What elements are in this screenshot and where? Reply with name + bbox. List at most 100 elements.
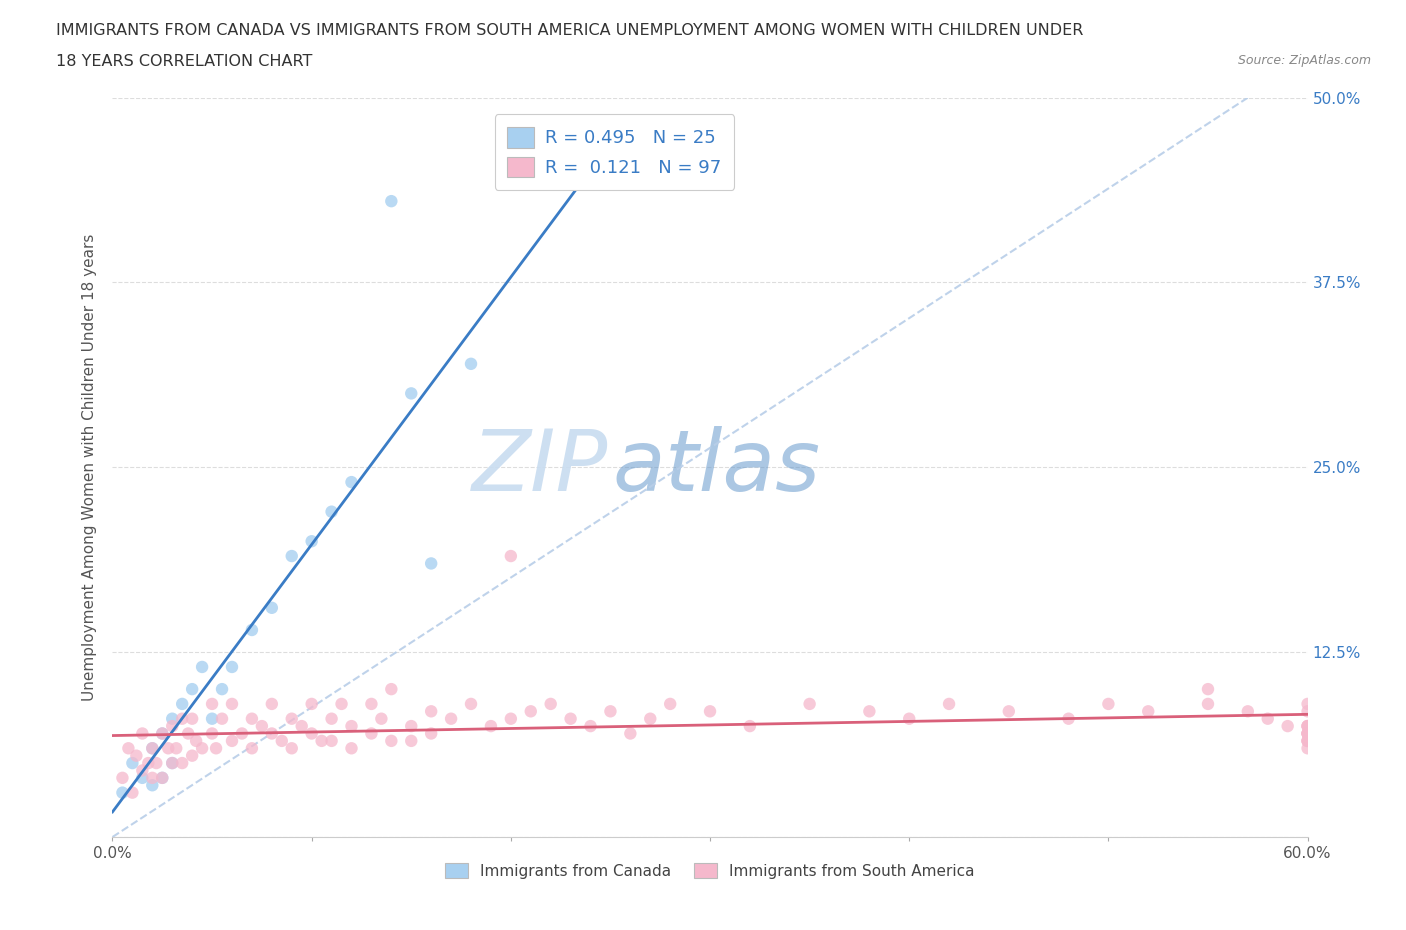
Text: Source: ZipAtlas.com: Source: ZipAtlas.com bbox=[1237, 54, 1371, 67]
Point bbox=[150, 726, 173, 741]
Point bbox=[162, 755, 183, 770]
Point bbox=[205, 741, 228, 756]
Y-axis label: Unemployment Among Women with Children Under 18 years: Unemployment Among Women with Children U… bbox=[82, 233, 97, 701]
Point bbox=[260, 697, 283, 711]
Point bbox=[301, 697, 323, 711]
Point bbox=[1296, 726, 1319, 741]
Point bbox=[181, 711, 204, 726]
Point bbox=[191, 741, 214, 756]
Point bbox=[360, 726, 382, 741]
Point bbox=[191, 659, 214, 674]
Point bbox=[998, 704, 1021, 719]
Point bbox=[499, 549, 522, 564]
Point bbox=[131, 763, 153, 777]
Point bbox=[858, 704, 880, 719]
Point bbox=[240, 622, 263, 637]
Point bbox=[380, 193, 402, 208]
Point bbox=[401, 734, 423, 749]
Point bbox=[1296, 741, 1319, 756]
Point bbox=[301, 534, 323, 549]
Point bbox=[162, 711, 183, 726]
Point bbox=[420, 704, 443, 719]
Point bbox=[125, 749, 148, 764]
Point bbox=[938, 697, 960, 711]
Point bbox=[1296, 734, 1319, 749]
Point bbox=[440, 711, 463, 726]
Point bbox=[141, 741, 163, 756]
Point bbox=[340, 719, 363, 734]
Point bbox=[330, 697, 353, 711]
Point bbox=[270, 734, 292, 749]
Point bbox=[291, 719, 314, 734]
Point bbox=[231, 726, 253, 741]
Point bbox=[150, 770, 173, 785]
Point bbox=[157, 741, 180, 756]
Point bbox=[699, 704, 721, 719]
Point bbox=[1197, 697, 1219, 711]
Point bbox=[240, 711, 263, 726]
Point bbox=[162, 755, 183, 770]
Point bbox=[111, 770, 134, 785]
Point bbox=[1197, 682, 1219, 697]
Point bbox=[380, 734, 402, 749]
Text: ZIP: ZIP bbox=[472, 426, 609, 509]
Point bbox=[898, 711, 921, 726]
Point bbox=[340, 474, 363, 489]
Point bbox=[117, 741, 139, 756]
Point bbox=[250, 719, 273, 734]
Point bbox=[1296, 697, 1319, 711]
Point bbox=[401, 386, 423, 401]
Point bbox=[540, 697, 562, 711]
Point bbox=[131, 726, 153, 741]
Point bbox=[281, 741, 304, 756]
Point bbox=[181, 749, 204, 764]
Point bbox=[138, 755, 160, 770]
Point bbox=[1296, 726, 1319, 741]
Point bbox=[201, 697, 224, 711]
Point bbox=[1296, 734, 1319, 749]
Point bbox=[460, 697, 482, 711]
Point bbox=[321, 504, 343, 519]
Point bbox=[1097, 697, 1119, 711]
Point bbox=[460, 356, 482, 371]
Point bbox=[172, 711, 194, 726]
Point bbox=[1296, 726, 1319, 741]
Point bbox=[211, 682, 233, 697]
Point bbox=[380, 682, 402, 697]
Point bbox=[1296, 704, 1319, 719]
Point bbox=[1296, 719, 1319, 734]
Point bbox=[181, 682, 204, 697]
Point bbox=[211, 711, 233, 726]
Point bbox=[301, 726, 323, 741]
Point bbox=[640, 711, 662, 726]
Point bbox=[1296, 734, 1319, 749]
Text: atlas: atlas bbox=[612, 426, 820, 509]
Point bbox=[1237, 704, 1260, 719]
Point bbox=[1277, 719, 1299, 734]
Point bbox=[659, 697, 682, 711]
Text: IMMIGRANTS FROM CANADA VS IMMIGRANTS FROM SOUTH AMERICA UNEMPLOYMENT AMONG WOMEN: IMMIGRANTS FROM CANADA VS IMMIGRANTS FRO… bbox=[56, 23, 1084, 38]
Point bbox=[150, 770, 173, 785]
Point bbox=[1296, 719, 1319, 734]
Point bbox=[579, 719, 602, 734]
Point bbox=[479, 719, 502, 734]
Point bbox=[221, 659, 243, 674]
Point bbox=[420, 726, 443, 741]
Point bbox=[1296, 719, 1319, 734]
Point bbox=[201, 726, 224, 741]
Point bbox=[221, 697, 243, 711]
Point bbox=[321, 734, 343, 749]
Point bbox=[240, 741, 263, 756]
Point bbox=[221, 734, 243, 749]
Point bbox=[340, 741, 363, 756]
Point bbox=[141, 741, 163, 756]
Point bbox=[131, 770, 153, 785]
Point bbox=[311, 734, 333, 749]
Point bbox=[1057, 711, 1080, 726]
Point bbox=[145, 755, 167, 770]
Point bbox=[360, 697, 382, 711]
Point bbox=[1137, 704, 1160, 719]
Point bbox=[599, 704, 621, 719]
Point bbox=[177, 726, 200, 741]
Point bbox=[165, 741, 187, 756]
